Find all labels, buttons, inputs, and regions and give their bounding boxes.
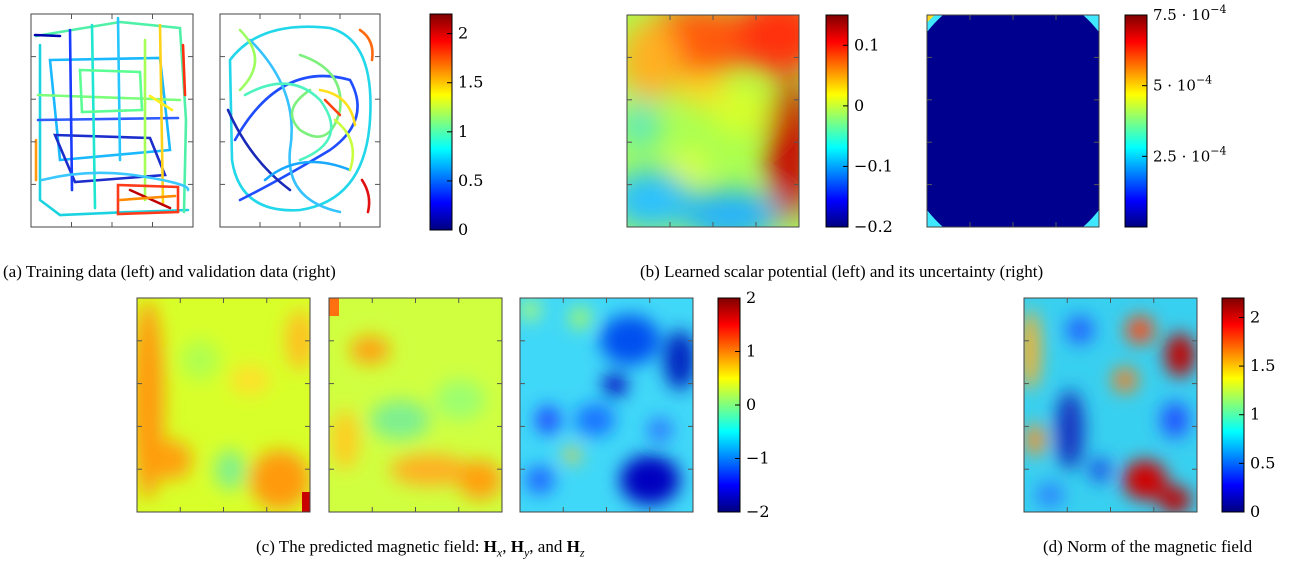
colorbar-tick-label: 0 bbox=[746, 395, 756, 414]
colorbar-tick-label: 0.1 bbox=[854, 35, 879, 54]
trajectory-segment bbox=[238, 28, 257, 92]
colorbar-tick-label: 7.5 · 10−4 bbox=[1153, 3, 1226, 24]
colorbar-tick-label: 0 bbox=[854, 96, 864, 115]
caption-a: (a) Training data (left) and validation … bbox=[3, 262, 336, 281]
colorbar-tick-label: 1.5 bbox=[458, 73, 483, 92]
trajectory-segment bbox=[90, 23, 97, 210]
corner-tr bbox=[1083, 15, 1099, 32]
trajectory-segment bbox=[233, 74, 359, 202]
trajectory-segment bbox=[68, 28, 74, 192]
axis-ticks bbox=[31, 14, 1197, 512]
colorbar-tick-label: 0.5 bbox=[458, 171, 483, 190]
plot-c-hy bbox=[328, 297, 503, 513]
trajectory-segment bbox=[248, 38, 342, 214]
colorbar-tick-label: 2 bbox=[746, 288, 756, 307]
trajectory-segment bbox=[243, 82, 333, 162]
plot-c-hz bbox=[519, 297, 694, 513]
trajectory-segment bbox=[226, 108, 292, 192]
caption-c-prefix: (c) The predicted magnetic field: bbox=[256, 537, 484, 556]
trajectory-segment bbox=[148, 94, 174, 112]
colorbar-tick-label: 1.5 bbox=[1250, 356, 1275, 375]
trajectory-segment bbox=[360, 178, 371, 214]
plot-b-uncertainty bbox=[926, 14, 1100, 228]
trajectory-segment bbox=[181, 43, 187, 97]
trajectory-segment bbox=[290, 53, 342, 138]
colorbar-c: 2 1 0 −1 −2 bbox=[717, 288, 770, 521]
trajectory-segment bbox=[33, 33, 62, 38]
colorbar-tick-label: 5 · 10−4 bbox=[1153, 74, 1212, 95]
colorbar-tick-label: 1 bbox=[746, 342, 756, 361]
caption-c-and: and bbox=[537, 537, 563, 556]
trajectory-segment bbox=[263, 160, 352, 182]
colorbar-tick-label: 0 bbox=[1250, 502, 1260, 521]
trajectory-segment bbox=[323, 98, 342, 117]
trajectory-segment bbox=[318, 88, 357, 127]
trajectory-segment bbox=[53, 133, 167, 184]
colorbar-tick-label: 2 bbox=[458, 24, 468, 43]
plot-c-hx bbox=[136, 297, 311, 513]
colorbar-d: 2 1.5 1 0.5 0 bbox=[1221, 297, 1275, 521]
trajectory-segment bbox=[228, 25, 372, 212]
colorbar-a: 0 0.5 1 1.5 2 bbox=[429, 13, 483, 239]
trajectory-segment bbox=[40, 171, 190, 192]
caption-d: (d) Norm of the magnetic field bbox=[1043, 537, 1253, 556]
colorbar-tick-label: 1 bbox=[458, 122, 468, 141]
plot-a-training bbox=[30, 13, 194, 228]
plot-b-potential bbox=[626, 14, 800, 228]
colorbar-tick-label: −0.1 bbox=[854, 156, 893, 175]
plot-a-validation bbox=[219, 13, 381, 228]
caption-c-hz: H bbox=[566, 537, 580, 556]
caption-c-hy: H bbox=[510, 537, 524, 556]
trajectory-segment bbox=[116, 183, 180, 216]
colorbar-tick-label: 0 bbox=[458, 220, 468, 239]
caption-c-hx: H bbox=[483, 537, 497, 556]
colorbar-tick-label: 2 bbox=[1250, 307, 1260, 326]
corner-br bbox=[1083, 210, 1099, 227]
colorbar-tick-label: 2.5 · 10−4 bbox=[1153, 144, 1226, 165]
corner-bl bbox=[927, 210, 943, 227]
plot-d-norm bbox=[1023, 297, 1198, 513]
caption-c-hy-sub: y bbox=[523, 545, 530, 560]
trajectory-segment bbox=[36, 116, 180, 122]
colorbar-tick-label: −0.2 bbox=[854, 217, 893, 236]
colorbar-b-uncertainty: 7.5 · 10−4 5 · 10−4 2.5 · 10−4 bbox=[1124, 3, 1226, 228]
colorbar-b-potential: 0.1 0 −0.1 −0.2 bbox=[825, 14, 893, 236]
caption-b: (b) Learned scalar potential (left) and … bbox=[640, 262, 1044, 281]
colorbar-tick-label: −2 bbox=[746, 502, 770, 521]
colorbar-tick-label: 1 bbox=[1250, 405, 1260, 424]
trajectory-segment bbox=[116, 16, 122, 162]
caption-c: (c) The predicted magnetic field: Hx, Hy… bbox=[256, 537, 585, 560]
trajectory-segment bbox=[118, 194, 177, 202]
trajectory-segment bbox=[78, 68, 144, 114]
trajectory-segment bbox=[38, 43, 190, 217]
trajectory-segment bbox=[158, 23, 165, 207]
trajectory-segment bbox=[333, 118, 355, 172]
caption-c-hx-sub: x bbox=[496, 545, 503, 560]
trajectory-segment bbox=[358, 28, 374, 62]
trajectory-segment bbox=[48, 56, 172, 162]
caption-c-hz-sub: z bbox=[579, 545, 585, 560]
colorbar-tick-label: −1 bbox=[746, 449, 770, 468]
colorbar-tick-label: 0.5 bbox=[1250, 453, 1275, 472]
corner-tl bbox=[927, 15, 943, 32]
